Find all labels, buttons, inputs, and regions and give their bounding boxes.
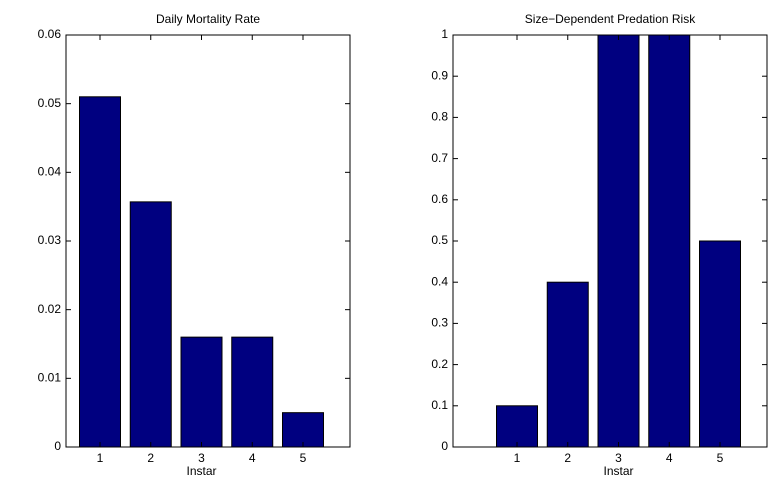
bar	[648, 34, 691, 448]
y-tick-label: 1	[441, 27, 448, 41]
x-tick-label: 2	[147, 451, 154, 465]
x-axis-label: Instar	[186, 464, 216, 478]
y-tick-label: 0.6	[431, 192, 448, 206]
y-tick-label: 0.05	[38, 96, 62, 110]
y-tick-label: 0.5	[431, 233, 448, 247]
y-tick-label: 0	[54, 439, 61, 453]
y-tick-label: 0.9	[431, 68, 448, 82]
x-tick-label: 5	[717, 451, 724, 465]
y-tick-label: 0.4	[431, 274, 448, 288]
x-tick-label: 4	[666, 451, 673, 465]
chart-title: Daily Mortality Rate	[156, 12, 260, 26]
y-tick-label: 0.2	[431, 357, 448, 371]
bar	[231, 336, 274, 448]
y-tick-label: 0.03	[38, 233, 62, 247]
bar	[496, 405, 538, 448]
bar	[180, 336, 223, 448]
x-tick-label: 1	[514, 451, 521, 465]
y-tick-label: 0.8	[431, 110, 448, 124]
x-tick-label: 2	[564, 451, 571, 465]
chart-title: Size−Dependent Predation Risk	[525, 12, 696, 26]
y-tick-label: 0.1	[431, 398, 448, 412]
x-tick-label: 3	[615, 451, 622, 465]
x-axis-label: Instar	[603, 464, 633, 478]
y-tick-label: 0.02	[38, 302, 62, 316]
y-tick-label: 0.01	[38, 371, 62, 385]
y-tick-label: 0.04	[38, 165, 62, 179]
bar	[597, 34, 640, 448]
x-tick-label: 4	[249, 451, 256, 465]
y-tick-label: 0.3	[431, 316, 448, 330]
x-tick-label: 3	[198, 451, 205, 465]
bar	[699, 240, 741, 448]
x-tick-label: 5	[300, 451, 307, 465]
y-tick-label: 0.7	[431, 151, 448, 165]
y-tick-label: 0.06	[38, 27, 62, 41]
x-tick-label: 1	[97, 451, 104, 465]
bar	[282, 412, 324, 448]
bar	[79, 96, 121, 448]
bar	[129, 201, 172, 448]
bar	[546, 281, 589, 448]
y-tick-label: 0	[441, 439, 448, 453]
